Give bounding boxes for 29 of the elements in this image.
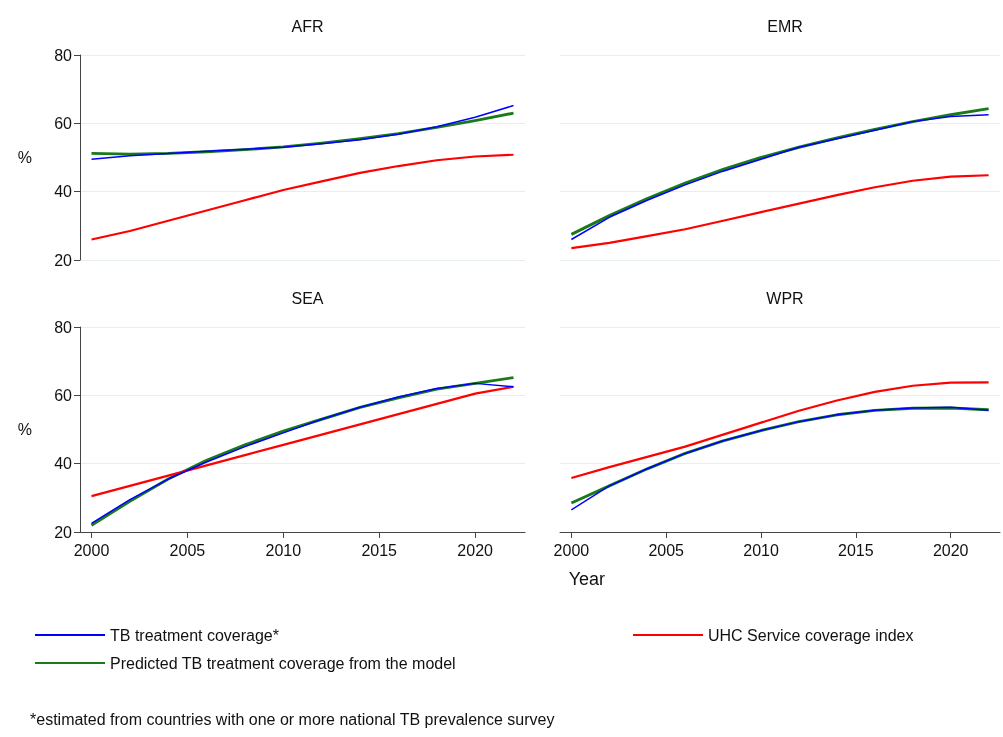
legend-label: UHC Service coverage index — [708, 626, 914, 644]
x-tick-label: 2020 — [932, 541, 969, 559]
legend-label: Predicted TB treatment coverage from the model — [110, 654, 456, 672]
y-tick-label: 20 — [54, 251, 73, 269]
y-tick-label: 40 — [54, 455, 73, 473]
x-tick-label: 2015 — [838, 541, 874, 559]
y-axis-title: % — [17, 421, 32, 438]
y-axis-title: % — [17, 149, 32, 166]
x-tick-label: 2010 — [265, 541, 302, 559]
x-tick-label: 2000 — [73, 541, 110, 559]
legend-label: TB treatment coverage* — [110, 626, 279, 644]
y-tick-label: 80 — [54, 46, 73, 64]
y-tick-label: 60 — [54, 386, 73, 404]
y-tick-label: 40 — [54, 183, 73, 201]
y-tick-label: 80 — [54, 318, 73, 336]
x-tick-label: 2015 — [361, 541, 398, 559]
text: *estimated from countries with one or more national TB prevalence survey — [30, 710, 555, 728]
x-tick-label: 2000 — [553, 541, 590, 559]
y-tick-label: 20 — [54, 523, 73, 541]
x-tick-label: 2020 — [457, 541, 494, 559]
x-tick-label: 2005 — [169, 541, 206, 559]
x-tick-label: 2005 — [648, 541, 685, 559]
chart-title: EMR — [767, 17, 803, 35]
x-tick-label: 2010 — [743, 541, 779, 559]
y-tick-label: 60 — [54, 114, 73, 132]
chart-title: AFR — [291, 17, 324, 35]
x-axis-title: Year — [568, 569, 605, 589]
chart-title: SEA — [291, 289, 324, 307]
chart-title: WPR — [766, 289, 804, 307]
